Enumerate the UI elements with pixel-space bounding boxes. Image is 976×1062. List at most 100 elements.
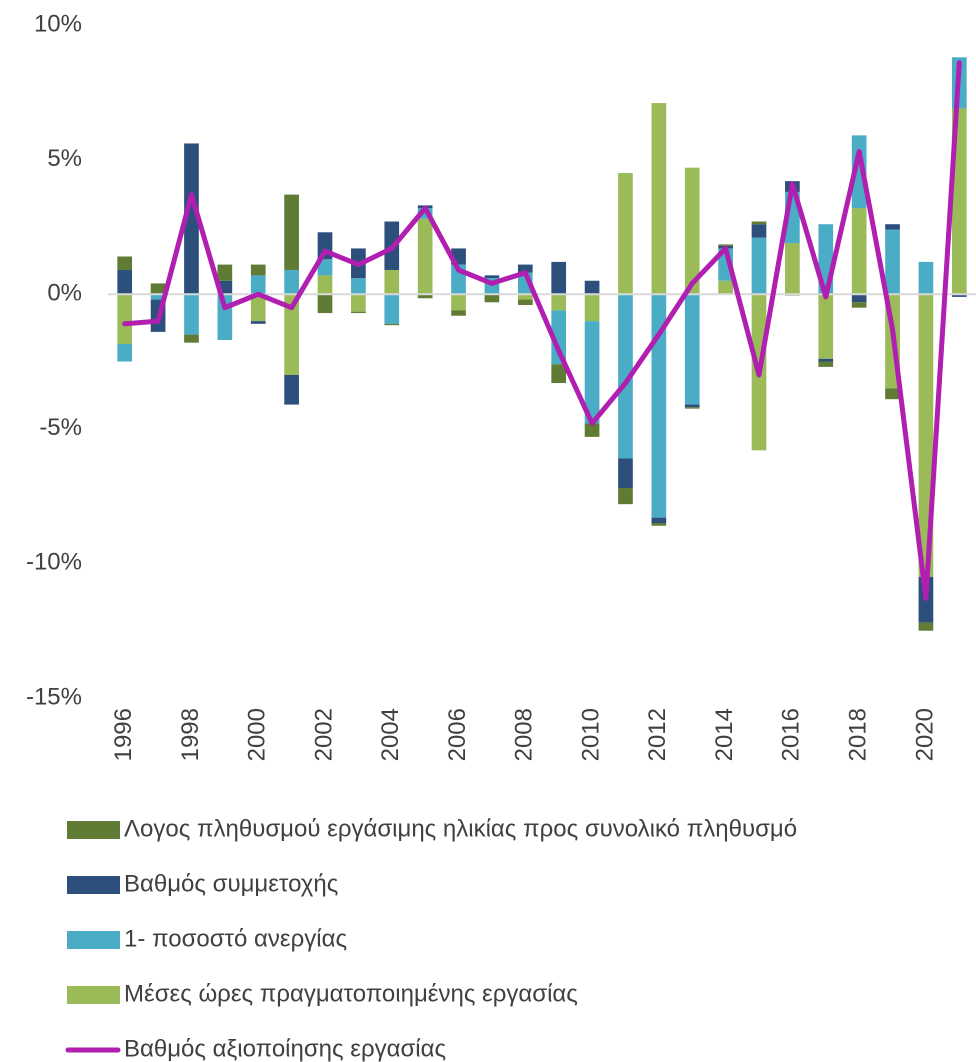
bar [417,218,433,295]
bar [618,294,633,459]
bar [184,334,199,343]
bar [250,321,266,324]
bar [651,517,667,524]
x-tick-label: 2004 [377,708,404,761]
bar [284,374,299,405]
legend-label: 1- ποσοστό ανεργίας [124,925,347,952]
bar [584,280,600,295]
bar [150,294,166,300]
bar [517,294,533,300]
legend-label: Μέσες ώρες πραγματοποιημένης εργασίας [124,980,578,1007]
legend-label: Βαθμός συμμετοχής [124,870,338,897]
bar [284,294,299,375]
bar [150,283,166,295]
bar [651,294,667,518]
bar [250,264,266,276]
y-tick-label: -5% [39,414,82,441]
bar [651,523,667,526]
bar [484,294,500,303]
bar [451,294,466,311]
bar [584,294,600,322]
bar [384,294,400,324]
y-tick-label: -15% [26,683,82,710]
bar [751,224,767,238]
bar [851,302,867,308]
bar [117,269,133,295]
y-tick-label: 0% [47,280,82,307]
bar [351,294,366,312]
bar [351,278,366,295]
bar [284,194,299,270]
bar [250,294,266,322]
x-tick-label: 2016 [778,708,805,761]
x-tick-label: 2006 [444,708,471,761]
bar [618,173,633,295]
x-tick-label: 2020 [911,708,938,761]
bar [351,311,366,314]
bar [384,269,400,295]
bar [517,264,533,273]
bar [117,294,133,345]
bar [284,269,299,295]
bar [517,299,533,305]
bar [184,294,199,335]
y-tick-label: 10% [34,10,82,37]
bar [851,135,867,209]
bar [718,244,733,246]
y-tick-label: -10% [26,549,82,576]
bar [317,294,333,314]
bar [885,224,900,230]
x-tick-label: 2012 [644,708,671,761]
bar [451,310,466,316]
bar [718,280,733,295]
bar [918,622,934,631]
bar [250,275,266,295]
x-tick-label: 2002 [310,708,337,761]
bar [618,458,633,489]
x-tick-label: 1998 [177,708,204,761]
x-tick-label: 2000 [244,708,271,761]
bar [384,323,400,326]
x-tick-label: 2010 [577,708,604,761]
bar [818,294,834,359]
bar [885,229,900,295]
legend-label: Βαθμός αξιοποίησης εργασίας [124,1035,446,1062]
bar [818,358,834,362]
bar [651,103,667,295]
legend-swatch [67,931,120,949]
bar [851,208,867,295]
legend-swatch [67,876,120,894]
bar [684,404,700,408]
bar [484,275,500,279]
bar [551,261,567,295]
bar [684,294,700,405]
bar [117,256,133,270]
bar [584,321,600,424]
legend-label: Λογος πληθυσμού εργάσιμης ηλικίας προς σ… [124,815,797,842]
legend-swatch [67,986,120,1004]
y-tick-label: 5% [47,145,82,172]
bar [751,221,767,225]
bar [317,275,333,295]
bar [885,388,900,400]
bar [918,261,934,295]
bar [117,344,133,362]
bar [751,237,767,295]
bar [951,294,967,297]
bar [184,143,199,295]
bar [851,294,867,303]
x-tick-label: 1996 [110,708,137,761]
bar [417,294,433,299]
x-tick-label: 2018 [844,708,871,761]
bar [417,208,433,219]
legend-swatch [67,821,120,839]
line [122,60,962,601]
bar [618,488,633,505]
bar [684,407,700,409]
bar [684,167,700,295]
bar [551,310,567,365]
bar [785,243,800,295]
bar [217,264,233,281]
x-tick-label: 2008 [511,708,538,761]
